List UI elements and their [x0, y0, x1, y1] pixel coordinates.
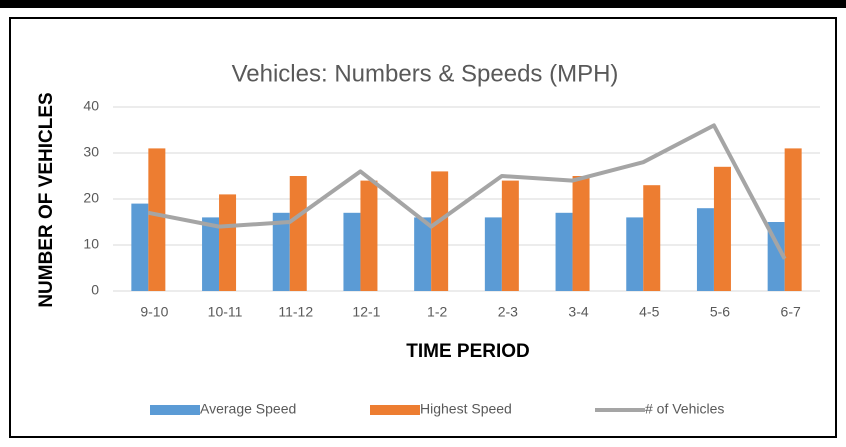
- bar: [219, 194, 237, 291]
- top-bar: [0, 0, 846, 8]
- bar: [484, 217, 502, 291]
- legend-swatch: [150, 405, 200, 415]
- legend-label: Highest Speed: [420, 401, 512, 417]
- bar: [626, 217, 644, 291]
- x-tick-label: 5-6: [710, 304, 730, 320]
- y-axis-title: NUMBER OF VEHICLES: [36, 92, 57, 307]
- y-tick-label: 40: [83, 98, 99, 114]
- x-tick-label: 9-10: [140, 304, 168, 320]
- bar: [343, 212, 361, 291]
- bar: [713, 166, 731, 291]
- legend-label: Average Speed: [200, 401, 296, 417]
- bar: [360, 180, 378, 291]
- bar: [555, 212, 573, 291]
- x-axis-title: TIME PERIOD: [406, 341, 530, 362]
- bar: [289, 176, 307, 291]
- y-tick-label: 30: [83, 144, 99, 160]
- x-tick-label: 11-12: [278, 304, 313, 320]
- bar: [784, 148, 802, 291]
- bar: [501, 180, 519, 291]
- x-tick-label: 6-7: [781, 304, 801, 320]
- bar: [414, 217, 432, 291]
- x-tick-label: 10-11: [208, 304, 243, 320]
- line: [147, 123, 787, 260]
- legend-swatch: [370, 405, 420, 415]
- x-tick-label: 1-2: [427, 304, 447, 320]
- y-tick-label: 20: [83, 190, 99, 206]
- bar: [643, 185, 661, 291]
- bar: [202, 217, 220, 291]
- bar: [431, 171, 449, 291]
- bar: [148, 148, 166, 291]
- bar: [767, 222, 785, 291]
- x-tick-label: 2-3: [498, 304, 518, 320]
- x-tick-label: 4-5: [639, 304, 659, 320]
- chart-title: Vehicles: Numbers & Speeds (MPH): [232, 60, 619, 87]
- legend-label: # of Vehicles: [645, 401, 724, 417]
- x-tick-label: 3-4: [568, 304, 588, 320]
- bar: [572, 176, 590, 291]
- bar: [696, 208, 714, 291]
- x-tick-label: 12-1: [352, 304, 380, 320]
- bar: [131, 203, 149, 291]
- y-tick-label: 10: [83, 236, 99, 252]
- bar: [272, 212, 290, 291]
- y-tick-label: 0: [91, 282, 99, 298]
